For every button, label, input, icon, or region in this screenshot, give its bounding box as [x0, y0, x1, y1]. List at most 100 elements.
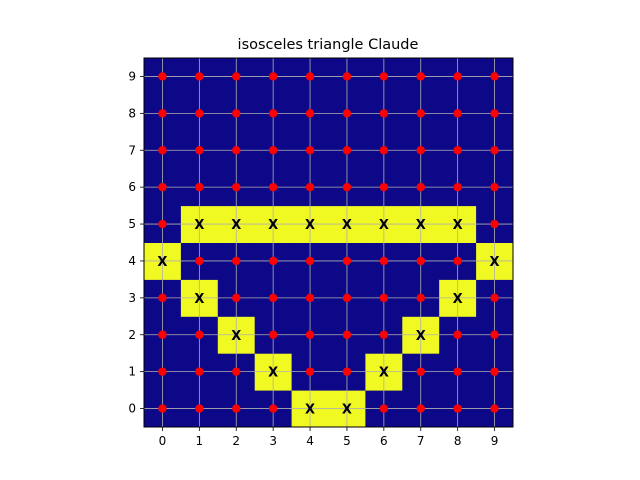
dot-marker	[195, 404, 204, 413]
dot-marker	[453, 256, 462, 266]
dot-markers	[158, 72, 499, 413]
dot-marker	[490, 367, 499, 376]
x-axis-ticks: 0 1 2 3 4 5 6 7 8 9	[159, 427, 498, 448]
dot-marker	[195, 367, 204, 376]
x-tick-label: 5	[343, 434, 351, 448]
plot-frame	[143, 57, 514, 428]
x-marker: X	[268, 218, 278, 233]
dot-marker	[416, 146, 425, 155]
dot-marker	[158, 404, 167, 413]
dot-marker	[379, 330, 389, 339]
y-tick-label: 1	[128, 365, 136, 379]
x-marker: X	[194, 292, 204, 307]
dot-marker	[490, 330, 499, 339]
dot-marker	[490, 146, 499, 155]
dot-marker	[195, 256, 204, 266]
dot-marker	[416, 182, 425, 192]
dot-marker	[416, 256, 425, 266]
dot-marker	[490, 404, 499, 413]
y-tick-label: 3	[128, 291, 136, 305]
dot-marker	[379, 72, 389, 81]
dot-marker	[490, 219, 499, 229]
dot-marker	[195, 109, 204, 118]
x-tick-label: 0	[159, 434, 167, 448]
dot-marker	[453, 330, 462, 339]
y-tick-label: 2	[128, 328, 136, 342]
x-marker: X	[342, 218, 352, 233]
y-tick-label: 6	[128, 180, 136, 194]
dot-marker	[158, 72, 167, 81]
dot-marker	[342, 330, 352, 339]
dot-marker	[490, 109, 499, 118]
y-tick-label: 9	[128, 69, 136, 83]
dot-marker	[158, 219, 167, 229]
x-tick-label: 7	[417, 434, 425, 448]
dot-marker	[379, 293, 389, 303]
dot-marker	[232, 109, 241, 118]
dot-marker	[416, 367, 425, 376]
dot-marker	[305, 109, 315, 118]
x-marker: X	[379, 218, 389, 233]
x-marker: X	[379, 366, 389, 381]
dot-marker	[342, 72, 352, 81]
dot-marker	[305, 72, 315, 81]
x-marker: X	[305, 403, 315, 418]
dot-marker	[232, 72, 241, 81]
x-marker: X	[268, 366, 278, 381]
dot-marker	[342, 146, 352, 155]
dot-marker	[305, 367, 315, 376]
dot-marker	[232, 256, 241, 266]
dot-marker	[342, 293, 352, 303]
dot-marker	[158, 109, 167, 118]
dot-marker	[379, 182, 389, 192]
dot-marker	[490, 182, 499, 192]
dot-marker	[305, 146, 315, 155]
dot-marker	[268, 330, 278, 339]
dot-marker	[158, 182, 167, 192]
x-tick-label: 8	[454, 434, 462, 448]
dot-marker	[490, 293, 499, 303]
x-marker: X	[416, 218, 426, 233]
dot-marker	[379, 146, 389, 155]
dot-marker	[342, 256, 352, 266]
chart-title: isosceles triangle Claude	[238, 37, 419, 53]
x-marker: X	[194, 218, 204, 233]
x-marker: X	[231, 329, 241, 344]
x-marker: X	[453, 292, 463, 307]
dot-marker	[158, 293, 167, 303]
dot-marker	[379, 404, 389, 413]
dot-marker	[453, 182, 462, 192]
dot-marker	[453, 404, 462, 413]
dot-marker	[490, 72, 499, 81]
x-tick-label: 6	[380, 434, 388, 448]
grid-lines	[144, 58, 513, 427]
x-marker: X	[231, 218, 241, 233]
dot-marker	[268, 404, 278, 413]
dot-marker	[232, 404, 241, 413]
dot-marker	[305, 330, 315, 339]
x-tick-label: 1	[196, 434, 204, 448]
dot-marker	[268, 256, 278, 266]
dot-marker	[195, 72, 204, 81]
dot-marker	[416, 72, 425, 81]
x-markers: X X X X X X X X X X X X X X X X X X	[157, 218, 499, 417]
x-marker: X	[305, 218, 315, 233]
dot-marker	[342, 367, 352, 376]
dot-marker	[232, 146, 241, 155]
dot-marker	[416, 109, 425, 118]
dot-marker	[268, 293, 278, 303]
dot-marker	[453, 109, 462, 118]
dot-marker	[158, 330, 167, 339]
dot-marker	[305, 182, 315, 192]
y-tick-label: 5	[128, 217, 136, 231]
x-tick-label: 3	[269, 434, 277, 448]
dot-marker	[453, 146, 462, 155]
x-marker: X	[490, 255, 500, 270]
dot-marker	[268, 109, 278, 118]
dot-marker	[195, 182, 204, 192]
x-tick-label: 4	[306, 434, 314, 448]
dot-marker	[232, 367, 241, 376]
dot-marker	[158, 146, 167, 155]
y-tick-label: 0	[128, 402, 136, 416]
